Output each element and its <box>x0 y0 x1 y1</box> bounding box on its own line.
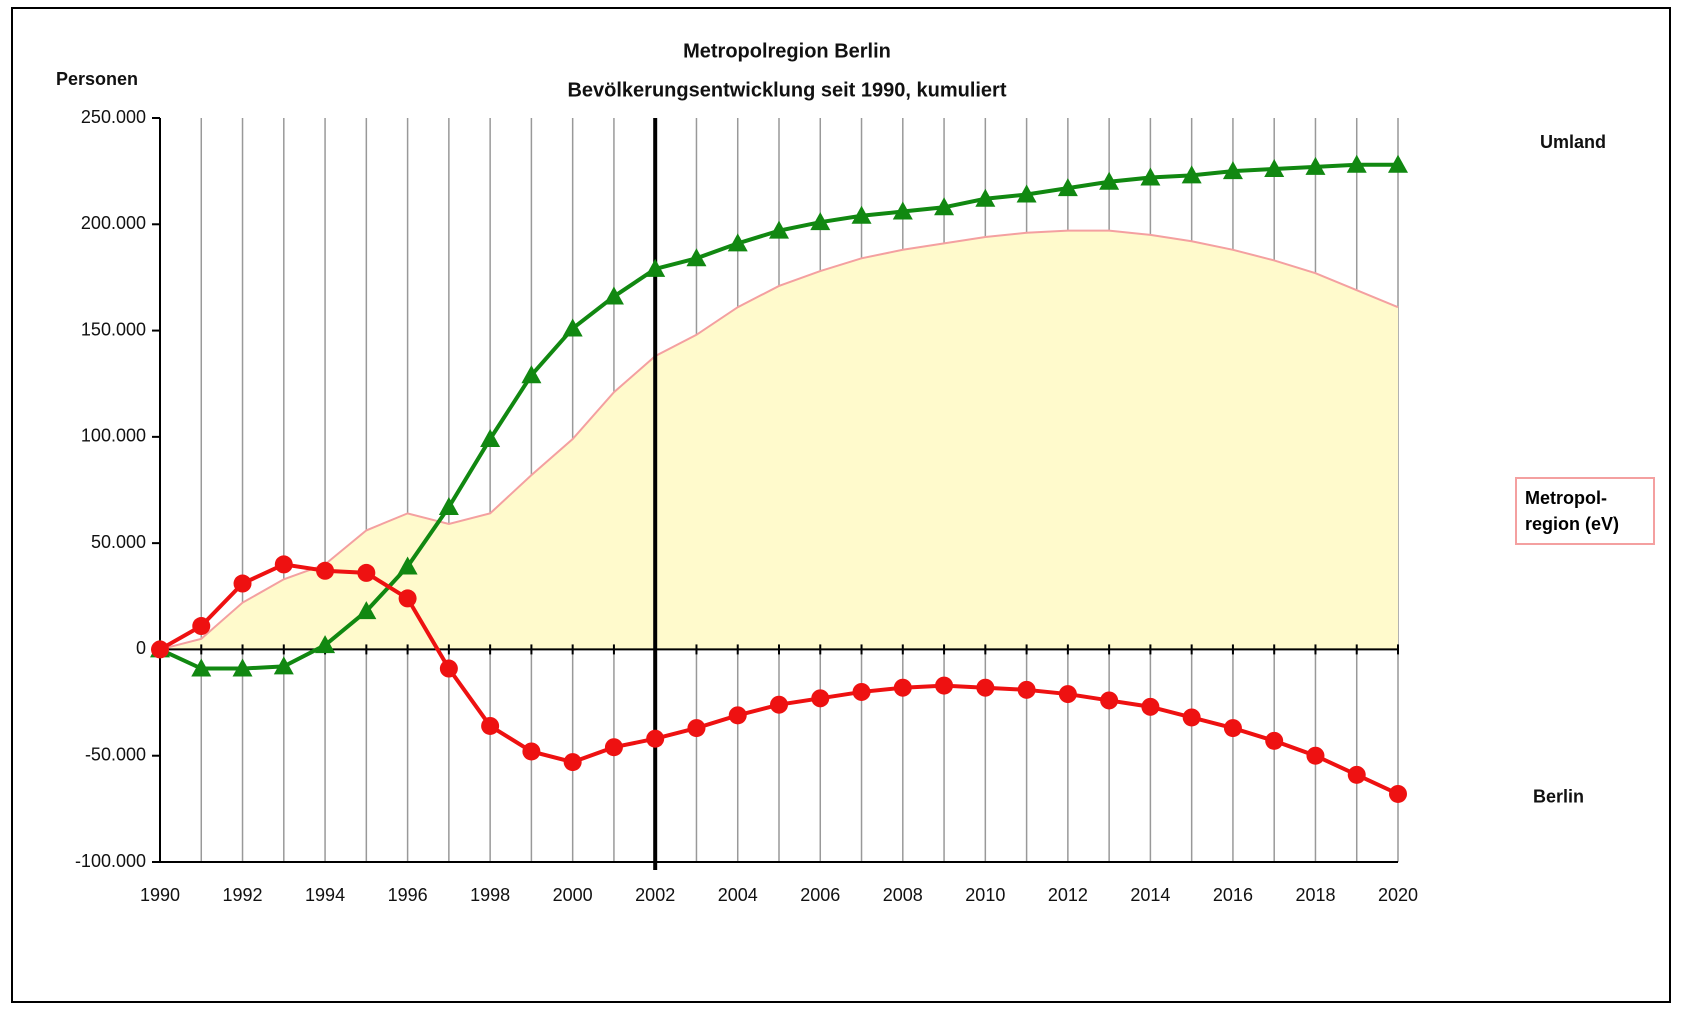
x-tick-label: 1996 <box>388 885 428 905</box>
marker <box>562 318 583 337</box>
marker <box>563 753 582 772</box>
marker <box>315 635 336 654</box>
marker <box>811 689 830 708</box>
y-tick-label: 50.000 <box>91 532 146 552</box>
y-tick-label: 200.000 <box>81 213 146 233</box>
chart-subtitle: Bevölkerungsentwicklung seit 1990, kumul… <box>567 79 1006 101</box>
marker <box>232 658 253 677</box>
marker <box>1016 184 1037 203</box>
marker <box>976 678 995 697</box>
marker <box>810 212 831 231</box>
y-tick-label: 0 <box>136 638 146 658</box>
marker <box>439 659 458 678</box>
marker <box>274 555 293 574</box>
y-tick-label: 100.000 <box>81 426 146 446</box>
x-tick-label: 1990 <box>140 885 180 905</box>
marker <box>357 563 376 582</box>
y-axis-label: Personen <box>56 69 138 89</box>
marker <box>769 220 789 239</box>
x-tick-label: 2018 <box>1295 885 1335 905</box>
x-tick-label: 2002 <box>635 885 675 905</box>
marker <box>1017 680 1036 699</box>
marker <box>192 617 211 636</box>
marker <box>356 601 377 620</box>
y-tick-label: 250.000 <box>81 107 146 127</box>
marker <box>1346 154 1367 173</box>
marker <box>316 561 335 580</box>
legend-label: Berlin <box>1533 787 1584 807</box>
x-tick-label: 1994 <box>305 885 345 905</box>
y-tick-label: 150.000 <box>81 319 146 339</box>
marker <box>975 188 996 207</box>
marker <box>1141 697 1160 716</box>
marker <box>273 656 294 675</box>
x-tick-label: 2008 <box>883 885 923 905</box>
marker <box>438 497 459 516</box>
x-tick-label: 2000 <box>553 885 593 905</box>
marker <box>398 589 417 608</box>
x-tick-label: 2012 <box>1048 885 1088 905</box>
x-tick-label: 2006 <box>800 885 840 905</box>
marker <box>1306 746 1325 765</box>
marker <box>1058 685 1077 704</box>
marker <box>1099 171 1120 190</box>
x-tick-label: 1998 <box>470 885 510 905</box>
y-tick-label: -50.000 <box>85 744 146 764</box>
marker <box>687 719 706 738</box>
marker <box>1181 165 1202 184</box>
marker <box>893 678 912 697</box>
marker <box>1347 765 1366 784</box>
marker <box>727 233 748 252</box>
x-tick-label: 2010 <box>965 885 1005 905</box>
marker <box>852 682 871 701</box>
marker <box>851 205 872 224</box>
marker <box>892 201 913 220</box>
marker <box>481 716 500 735</box>
marker <box>1265 731 1284 750</box>
marker <box>1305 156 1326 175</box>
marker <box>1100 691 1119 710</box>
x-tick-label: 2016 <box>1213 885 1253 905</box>
marker <box>645 258 666 277</box>
legend-label: Metropol- region (eV) <box>1515 477 1655 546</box>
marker <box>1223 719 1242 738</box>
marker <box>1388 154 1408 173</box>
marker <box>1057 178 1078 197</box>
marker <box>935 676 954 695</box>
marker <box>1140 167 1161 186</box>
marker <box>397 556 418 575</box>
y-tick-label: -100.000 <box>75 851 146 871</box>
marker <box>646 729 665 748</box>
marker <box>521 365 542 384</box>
legend-label: Umland <box>1540 132 1606 152</box>
marker <box>1389 784 1407 803</box>
x-tick-label: 2004 <box>718 885 758 905</box>
marker <box>603 286 624 305</box>
marker <box>522 742 541 761</box>
marker <box>233 574 252 593</box>
marker <box>1182 708 1201 727</box>
marker <box>770 695 788 714</box>
marker <box>934 197 955 216</box>
marker <box>604 738 623 757</box>
marker <box>728 706 747 725</box>
marker <box>686 248 707 267</box>
x-tick-label: 1992 <box>223 885 263 905</box>
chart-title: Metropolregion Berlin <box>683 40 891 62</box>
area-line <box>159 229 1399 651</box>
marker <box>191 658 212 677</box>
marker <box>1264 159 1285 178</box>
marker <box>1222 161 1243 180</box>
frame <box>11 7 1671 1003</box>
x-tick-label: 2014 <box>1130 885 1170 905</box>
marker <box>151 640 169 659</box>
marker <box>480 428 501 447</box>
area <box>160 230 1398 650</box>
x-tick-label: 2020 <box>1378 885 1418 905</box>
